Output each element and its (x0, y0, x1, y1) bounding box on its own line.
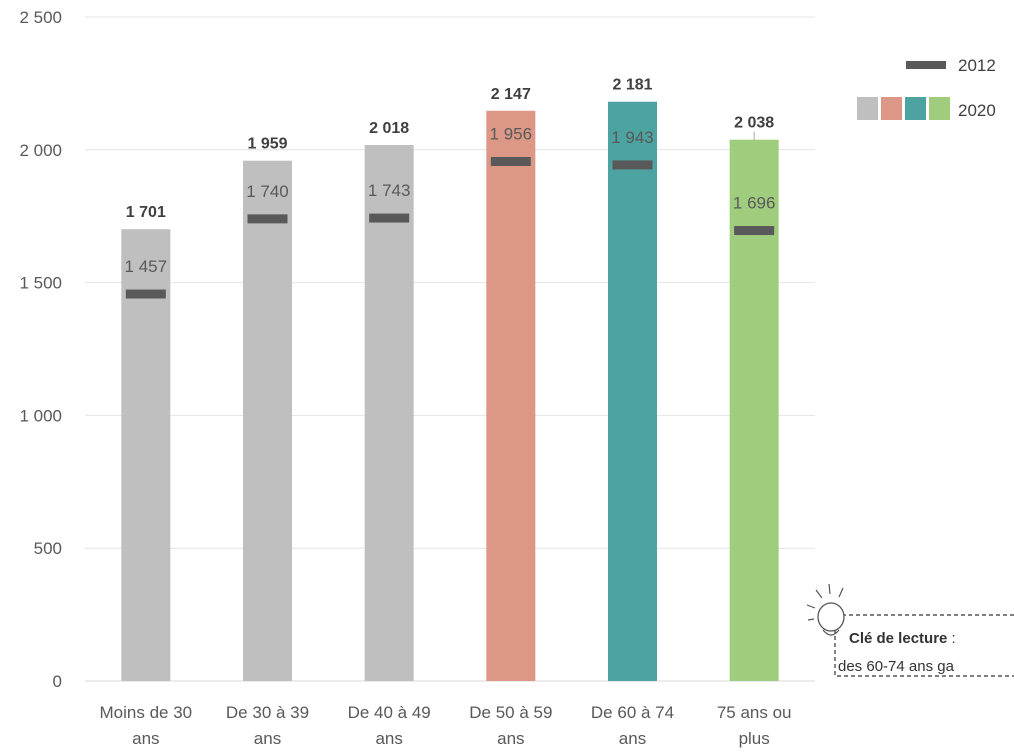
y-tick-label: 500 (34, 539, 62, 558)
x-tick-label: 75 ans ou plus (717, 703, 792, 748)
data-label-2020: 1 701 (126, 204, 166, 221)
x-axis: Moins de 30 ans De 30 à 39 ans De 40 à 49 ans… (100, 703, 792, 748)
y-tick-label: 1 000 (19, 406, 62, 425)
reading-key-box (834, 614, 1014, 677)
marker-2012 (612, 160, 653, 170)
markers-2012 (125, 156, 775, 299)
marker-2012 (490, 156, 531, 166)
x-tick-label: De 50 à 59 ans (469, 703, 552, 748)
marker-2012 (734, 226, 775, 236)
y-tick-label: 0 (53, 672, 62, 691)
lightbulb-icon (806, 583, 845, 636)
reading-key-title: Clé de lecture (849, 630, 947, 647)
data-label-2012: 1 743 (368, 181, 411, 200)
legend-marker-2012 (906, 61, 946, 69)
marker-2012 (247, 214, 288, 224)
legend-swatch-2020 (857, 97, 878, 120)
y-tick-label: 1 500 (19, 274, 62, 293)
data-label-2020: 2 181 (612, 77, 652, 94)
reading-key: Clé de lecture : des 60-74 ans ga (806, 583, 1014, 677)
legend-label-2020: 2020 (958, 101, 996, 120)
data-label-2020: 2 018 (369, 120, 409, 137)
data-label-2012: 1 956 (490, 124, 533, 143)
data-label-2020: 2 038 (734, 115, 774, 132)
bar-2020 (608, 101, 657, 682)
data-label-2020: 2 147 (491, 86, 531, 103)
data-label-2012: 1 457 (125, 257, 168, 276)
marker-2012 (125, 289, 166, 299)
legend-swatch-2020 (905, 97, 926, 120)
bar-2020 (243, 160, 292, 682)
data-labels: 1 701 1 457 1 959 1 740 2 018 1 743 2 147 1 956… (125, 77, 776, 276)
reading-key-colon: : (947, 630, 955, 647)
y-tick-label: 2 500 (19, 8, 62, 27)
x-tick-label: Moins de 30 ans (100, 703, 193, 748)
x-tick-label: De 60 à 74 ans (591, 703, 674, 748)
data-label-2012: 1 740 (246, 182, 289, 201)
legend-swatch-2020 (929, 97, 950, 120)
bar-2020 (364, 145, 414, 682)
svg-text:Clé de lecture :: Clé de lecture : (849, 630, 956, 647)
bars (121, 101, 779, 682)
marker-2012 (369, 213, 410, 223)
reading-key-text: des 60-74 ans ga (838, 658, 955, 675)
legend-swatch-2020 (881, 97, 902, 120)
gridlines (85, 16, 815, 682)
legend-label-2012: 2012 (958, 56, 996, 75)
y-axis: 0 500 1 000 1 500 2 000 2 500 (19, 8, 62, 691)
legend: 2012 2020 (857, 56, 996, 120)
data-label-2020: 1 959 (247, 136, 287, 153)
x-tick-label: De 30 à 39 ans (226, 703, 309, 748)
bar-2020 (121, 229, 171, 681)
data-label-2012: 1 696 (733, 194, 776, 213)
x-tick-label: De 40 à 49 ans (348, 703, 431, 748)
bar-2020 (486, 110, 536, 682)
bar-2020 (729, 139, 779, 681)
y-tick-label: 2 000 (19, 141, 62, 160)
data-label-2012: 1 943 (611, 128, 654, 147)
